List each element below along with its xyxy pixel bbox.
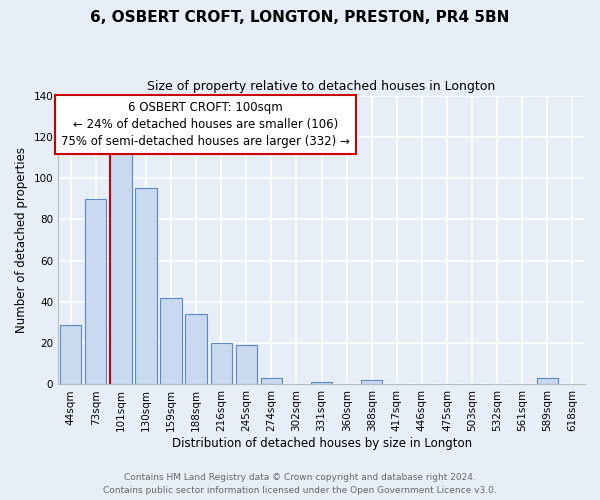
Title: Size of property relative to detached houses in Longton: Size of property relative to detached ho… (148, 80, 496, 93)
Bar (60, 324, 82, 384)
Y-axis label: Number of detached properties: Number of detached properties (15, 147, 28, 333)
Text: 6 OSBERT CROFT: 100sqm
← 24% of detached houses are smaller (106)
75% of semi-de: 6 OSBERT CROFT: 100sqm ← 24% of detached… (61, 102, 350, 148)
Bar (136, 188, 157, 384)
Bar (537, 378, 558, 384)
X-axis label: Distribution of detached houses by size in Longton: Distribution of detached houses by size … (172, 437, 472, 450)
Bar (185, 314, 207, 384)
Text: 6, OSBERT CROFT, LONGTON, PRESTON, PR4 5BN: 6, OSBERT CROFT, LONGTON, PRESTON, PR4 5… (91, 10, 509, 25)
Bar (110, 154, 131, 384)
Bar (211, 343, 232, 384)
Bar (361, 380, 382, 384)
Bar (160, 298, 182, 384)
Text: Contains HM Land Registry data © Crown copyright and database right 2024.
Contai: Contains HM Land Registry data © Crown c… (103, 474, 497, 495)
Bar (85, 198, 106, 384)
Bar (261, 378, 282, 384)
Bar (311, 382, 332, 384)
Bar (236, 346, 257, 385)
